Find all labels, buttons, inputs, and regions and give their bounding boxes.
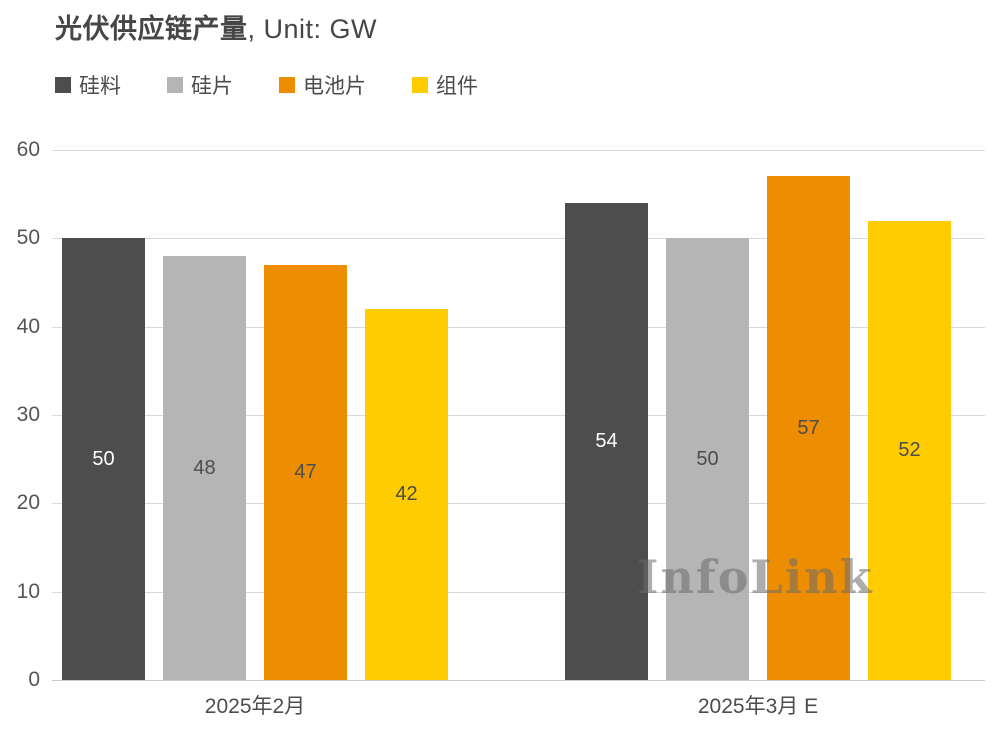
legend-swatch-icon [279, 77, 295, 93]
bar-value-label: 48 [193, 456, 216, 479]
legend-label: 电池片 [303, 75, 366, 98]
bar-value-label: 47 [294, 461, 317, 483]
legend-label: 硅料 [79, 75, 121, 98]
y-tick-label-60: 60 [16, 138, 40, 161]
bar-value-label: 52 [898, 439, 921, 461]
bar-value-label: 54 [595, 430, 618, 452]
bar-value-label: 42 [395, 483, 418, 505]
bar-value-label: 50 [696, 447, 719, 470]
legend-item-3: 电池片 [279, 70, 366, 100]
gridline-40 [52, 327, 985, 328]
legend-item-4: 组件 [412, 70, 478, 100]
legend-swatch-icon [167, 77, 183, 93]
chart-title-unit: , Unit: GW [247, 14, 378, 44]
legend-label: 组件 [436, 75, 478, 98]
y-tick-label-50: 50 [16, 226, 40, 249]
x-category-label-1: 2025年2月 [204, 695, 306, 718]
y-tick-label-10: 10 [16, 580, 40, 603]
bar-group2-series3: 57 [767, 176, 850, 680]
bar-group1-series2: 48 [163, 256, 246, 680]
y-tick-label-20: 20 [16, 491, 40, 514]
y-tick-label-30: 30 [16, 403, 40, 426]
bar-group2-series2: 50 [666, 238, 749, 680]
chart-legend: 硅料 硅片 电池片 组件 [55, 70, 478, 100]
bar-group1-series4: 42 [365, 309, 448, 680]
gridline-20 [52, 503, 985, 504]
chart-title: 光伏供应链产量, Unit: GW [55, 12, 377, 46]
gridline-30 [52, 415, 985, 416]
legend-label: 硅片 [191, 75, 233, 98]
bar-group1-series3: 47 [264, 265, 347, 680]
bar-value-label: 57 [797, 416, 820, 439]
legend-item-2: 硅片 [167, 70, 233, 100]
chart-title-text: 光伏供应链产量 [55, 14, 248, 44]
bar-group2-series1: 54 [565, 203, 648, 680]
y-tick-label-40: 40 [16, 315, 40, 338]
legend-item-1: 硅料 [55, 70, 121, 100]
gridline-60 [52, 150, 985, 151]
y-tick-label-0: 0 [28, 668, 40, 691]
x-axis-line [52, 680, 985, 681]
legend-swatch-icon [55, 77, 71, 93]
gridline-50 [52, 238, 985, 239]
legend-swatch-icon [412, 77, 428, 93]
gridline-10 [52, 592, 985, 593]
bar-group2-series4: 52 [868, 221, 951, 680]
bar-value-label: 50 [92, 447, 115, 470]
x-category-label-2: 2025年3月 E [697, 695, 819, 718]
bar-group1-series1: 50 [62, 238, 145, 680]
